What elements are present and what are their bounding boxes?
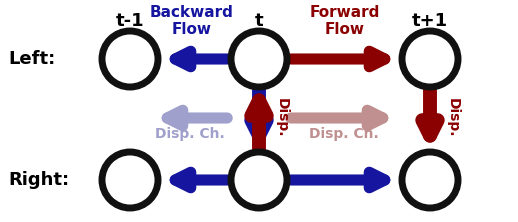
Text: Disp.: Disp. bbox=[446, 98, 460, 138]
Text: Left:: Left: bbox=[8, 50, 55, 68]
Text: Right:: Right: bbox=[8, 171, 69, 189]
Circle shape bbox=[402, 31, 458, 87]
Text: Backward
Flow: Backward Flow bbox=[150, 5, 234, 37]
Text: t: t bbox=[255, 12, 263, 30]
Circle shape bbox=[102, 152, 158, 208]
Text: Disp. Ch.: Disp. Ch. bbox=[309, 127, 379, 141]
Circle shape bbox=[231, 31, 287, 87]
Circle shape bbox=[102, 31, 158, 87]
Text: t-1: t-1 bbox=[116, 12, 145, 30]
Text: Disp. Ch.: Disp. Ch. bbox=[155, 127, 225, 141]
Text: t+1: t+1 bbox=[412, 12, 448, 30]
Text: Disp.: Disp. bbox=[275, 98, 289, 138]
Circle shape bbox=[231, 152, 287, 208]
Circle shape bbox=[402, 152, 458, 208]
Text: Forward
Flow: Forward Flow bbox=[310, 5, 380, 37]
